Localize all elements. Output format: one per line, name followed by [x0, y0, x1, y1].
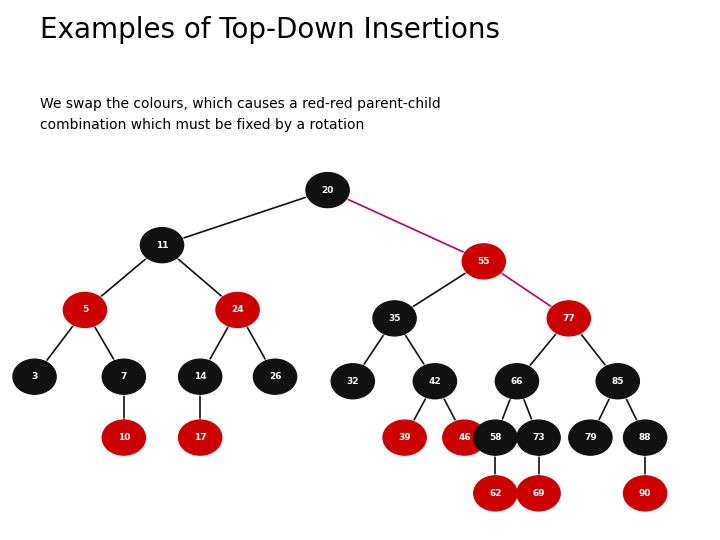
Text: 46: 46	[458, 433, 471, 442]
Ellipse shape	[383, 420, 426, 455]
Ellipse shape	[474, 420, 517, 455]
Text: 42: 42	[428, 377, 441, 386]
Ellipse shape	[373, 301, 416, 336]
Text: 3: 3	[32, 372, 37, 381]
Ellipse shape	[474, 476, 517, 511]
Ellipse shape	[102, 359, 145, 394]
Ellipse shape	[102, 420, 145, 455]
Ellipse shape	[331, 364, 374, 399]
Text: We swap the colours, which causes a red-red parent-child
combination which must : We swap the colours, which causes a red-…	[40, 97, 441, 132]
Text: 7: 7	[121, 372, 127, 381]
Text: 55: 55	[477, 257, 490, 266]
Text: 14: 14	[194, 372, 207, 381]
Ellipse shape	[462, 244, 505, 279]
Text: 79: 79	[584, 433, 597, 442]
Ellipse shape	[179, 359, 222, 394]
Text: 11: 11	[156, 241, 168, 249]
Text: 58: 58	[489, 433, 502, 442]
Text: 26: 26	[269, 372, 282, 381]
Ellipse shape	[443, 420, 486, 455]
Text: 39: 39	[398, 433, 411, 442]
Ellipse shape	[253, 359, 297, 394]
Ellipse shape	[624, 476, 667, 511]
Text: 85: 85	[611, 377, 624, 386]
Text: 90: 90	[639, 489, 652, 498]
Ellipse shape	[495, 364, 539, 399]
Text: Examples of Top-Down Insertions: Examples of Top-Down Insertions	[40, 16, 500, 44]
Ellipse shape	[306, 173, 349, 207]
Text: 73: 73	[532, 433, 545, 442]
Ellipse shape	[413, 364, 456, 399]
Text: 17: 17	[194, 433, 207, 442]
Text: 24: 24	[231, 306, 244, 314]
Text: 77: 77	[562, 314, 575, 323]
Text: 5: 5	[82, 306, 88, 314]
Text: 35: 35	[388, 314, 401, 323]
Text: 32: 32	[346, 377, 359, 386]
Ellipse shape	[517, 420, 560, 455]
Ellipse shape	[140, 228, 184, 262]
Ellipse shape	[179, 420, 222, 455]
Text: 88: 88	[639, 433, 652, 442]
Ellipse shape	[596, 364, 639, 399]
Ellipse shape	[569, 420, 612, 455]
Text: 66: 66	[510, 377, 523, 386]
Text: 20: 20	[321, 186, 334, 194]
Ellipse shape	[517, 476, 560, 511]
Ellipse shape	[63, 293, 107, 327]
Ellipse shape	[624, 420, 667, 455]
Ellipse shape	[547, 301, 590, 336]
Text: 69: 69	[532, 489, 545, 498]
Ellipse shape	[13, 359, 56, 394]
Ellipse shape	[216, 293, 259, 327]
Text: 62: 62	[489, 489, 502, 498]
Text: 10: 10	[117, 433, 130, 442]
